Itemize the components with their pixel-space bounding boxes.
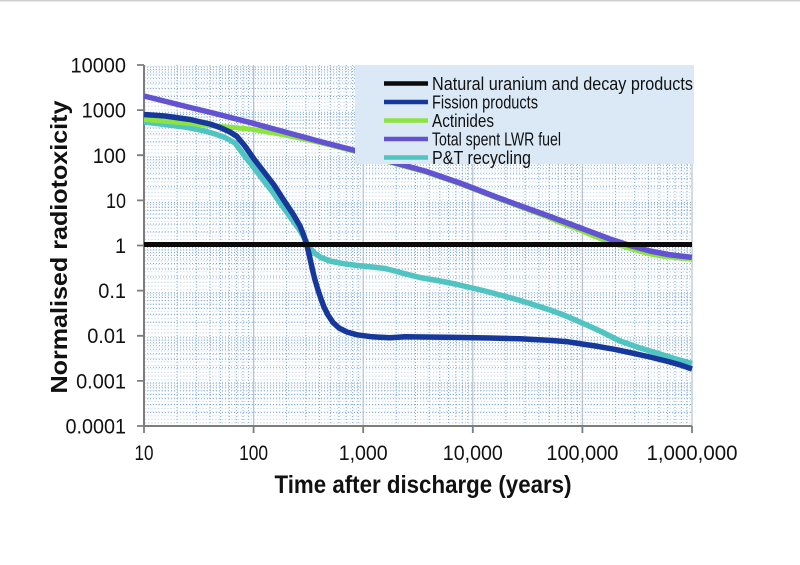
svg-text:Normalised radiotoxicity: Normalised radiotoxicity: [46, 100, 72, 393]
svg-text:Fission products: Fission products: [432, 92, 538, 112]
svg-text:100: 100: [239, 442, 268, 465]
svg-text:0.001: 0.001: [76, 370, 126, 393]
svg-text:Time after discharge (years): Time after discharge (years): [275, 471, 572, 499]
svg-text:Natural uranium and decay prod: Natural uranium and decay products: [432, 74, 693, 94]
svg-text:1: 1: [115, 235, 126, 258]
svg-text:10,000: 10,000: [443, 442, 503, 465]
svg-text:0.1: 0.1: [98, 280, 126, 303]
svg-text:1,000: 1,000: [339, 442, 388, 465]
svg-text:100,000: 100,000: [546, 442, 618, 465]
svg-text:1000: 1000: [82, 100, 126, 123]
svg-text:P&T recycling: P&T recycling: [432, 148, 531, 168]
svg-text:Actinides: Actinides: [432, 111, 494, 131]
svg-text:0.0001: 0.0001: [66, 416, 127, 439]
svg-text:100: 100: [93, 145, 126, 168]
svg-text:10: 10: [106, 190, 126, 213]
svg-text:1,000,000: 1,000,000: [647, 442, 738, 465]
svg-text:10: 10: [135, 442, 154, 465]
svg-text:Total spent LWR fuel: Total spent LWR fuel: [432, 129, 561, 149]
svg-text:10000: 10000: [71, 55, 127, 78]
svg-text:0.01: 0.01: [87, 325, 126, 348]
